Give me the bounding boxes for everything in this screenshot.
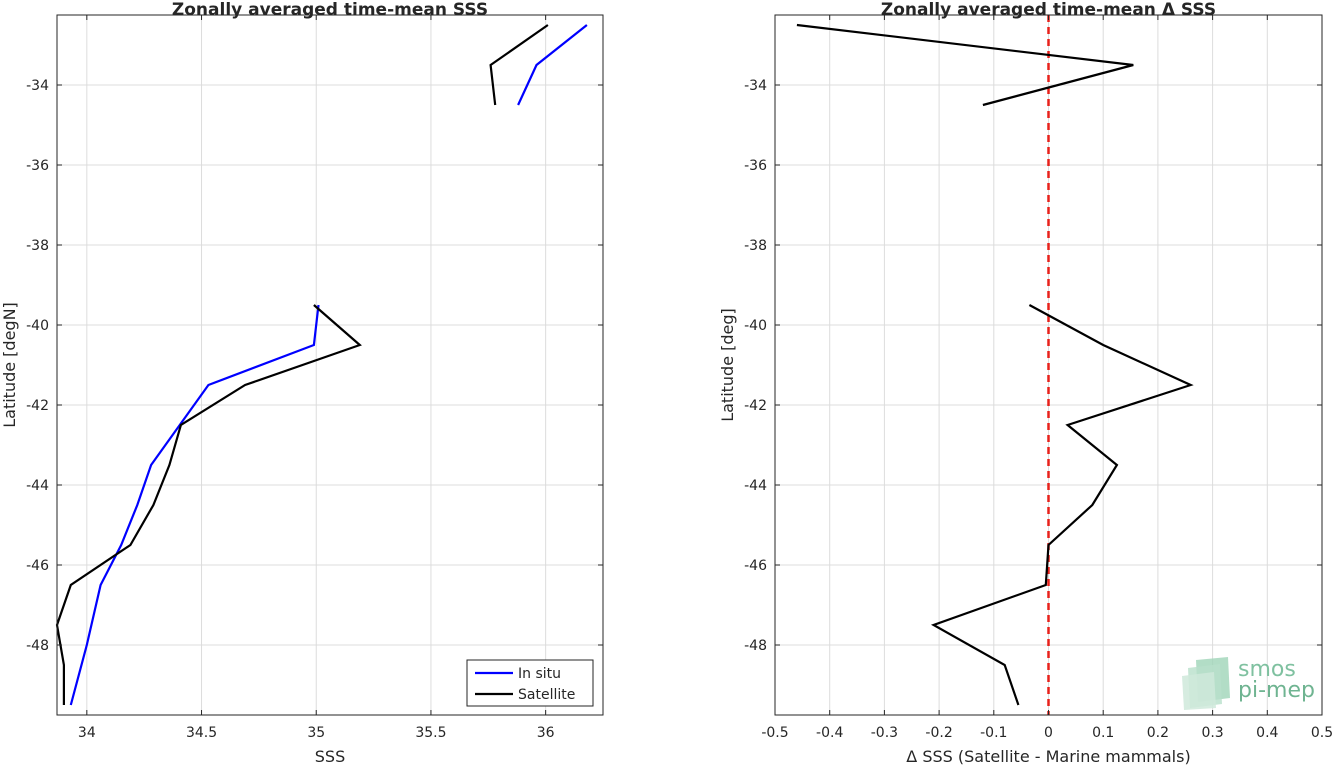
series-line-satellite-seg-1: [55, 304, 362, 705]
series-line-in-situ-seg-0: [517, 24, 588, 106]
y-tick-label: -34: [744, 78, 767, 94]
x-tick-label: 0: [1044, 725, 1053, 741]
x-tick-label: 0.4: [1256, 725, 1278, 741]
legend: In situ Satellite: [466, 659, 594, 707]
y-tick-label: -40: [744, 318, 767, 334]
y-tick-label: -38: [744, 238, 767, 254]
x-tick-label: 35: [307, 725, 325, 741]
legend-label-in-situ: In situ: [518, 666, 561, 682]
x-axis-label: SSS: [315, 747, 345, 765]
x-tick-label: 34.5: [186, 725, 217, 741]
legend-box: [466, 659, 594, 707]
panel-left: 34 34.5 35 35.5 36 -34 -36 -38 -40 -42 -44 -46 -48 Zo…: [0, 0, 604, 765]
x-tick-label: 0.3: [1201, 725, 1223, 741]
legend-label-satellite: Satellite: [518, 687, 575, 703]
y-tick-label: -48: [744, 638, 767, 654]
y-tick-label: -46: [744, 558, 767, 574]
logo-text-smos: smos: [1238, 657, 1296, 682]
y-axis-label: Latitude [deg]: [718, 308, 737, 422]
y-tick-label: -38: [26, 238, 49, 254]
x-tick-label: 0.2: [1147, 725, 1169, 741]
y-tick-label: -42: [744, 398, 767, 414]
axes-box: [56, 14, 604, 716]
plot-area: [57, 15, 603, 715]
logo-text-pi-mep: pi-mep: [1238, 678, 1315, 703]
smos-pi-mep-logo: smos pi-mep: [1182, 657, 1315, 710]
panel-right: -0.5 -0.4 -0.3 -0.2 -0.1 0 0.1 0.2 0.3 0.4 0.5 -34 -…: [718, 0, 1333, 765]
x-tick-label: 35.5: [415, 725, 446, 741]
y-axis-label: Latitude [degN]: [0, 302, 19, 428]
y-tick-label: -44: [744, 478, 767, 494]
y-tick-label: -34: [26, 78, 49, 94]
chart-title: Zonally averaged time-mean Δ SSS: [881, 0, 1216, 20]
x-tick-label: -0.3: [871, 725, 898, 741]
y-tick-label: -46: [26, 558, 49, 574]
series-line-satellite-seg-0: [489, 24, 549, 106]
x-tick-label: 0.5: [1311, 725, 1333, 741]
x-tick-label: -0.5: [761, 725, 788, 741]
y-tick-label: -44: [26, 478, 49, 494]
x-axis-label: Δ SSS (Satellite - Marine mammals): [906, 747, 1190, 765]
series-line-delta-sss-seg-1: [930, 304, 1194, 706]
y-tick-label: -40: [26, 318, 49, 334]
x-tick-label: 0.1: [1092, 725, 1114, 741]
chart-title: Zonally averaged time-mean SSS: [172, 0, 488, 20]
x-tick-label: -0.1: [980, 725, 1007, 741]
x-tick-label: 36: [537, 725, 555, 741]
y-tick-label: -48: [26, 638, 49, 654]
y-tick-label: -36: [744, 158, 767, 174]
x-tick-label: -0.2: [925, 725, 952, 741]
y-tick-label: -42: [26, 398, 49, 414]
x-tick-label: 34: [78, 725, 96, 741]
series-line-delta-sss-seg-0: [796, 23, 1134, 107]
series-line-in-situ-seg-1: [69, 304, 320, 706]
y-tick-label: -36: [26, 158, 49, 174]
x-tick-label: -0.4: [816, 725, 843, 741]
